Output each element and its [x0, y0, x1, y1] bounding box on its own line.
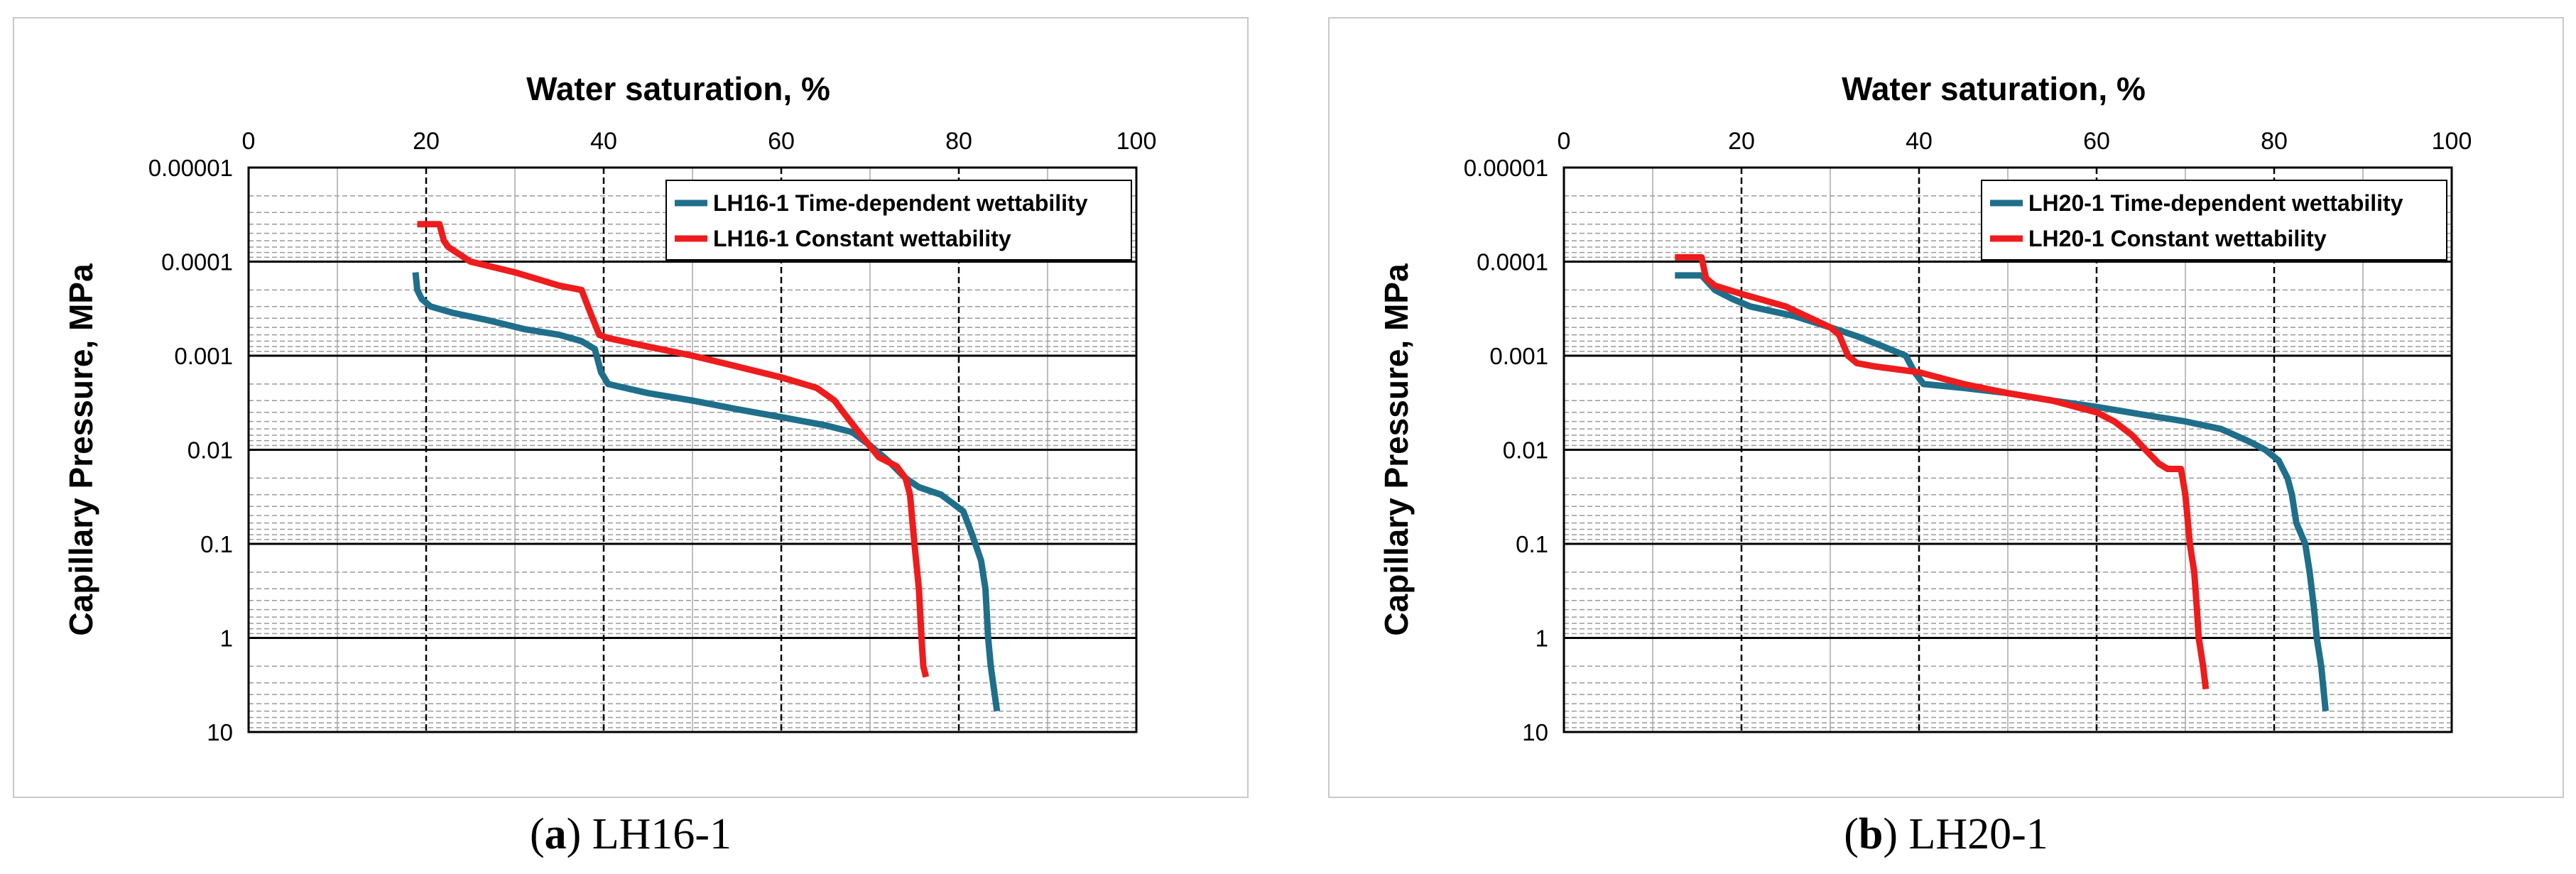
chart-a-x-tick-label: 0 [242, 128, 256, 155]
caption-b: (b) LH20-1 [1844, 810, 2048, 858]
caption-a: (a) LH16-1 [529, 810, 732, 858]
chart-a-x-tick-label: 80 [945, 128, 972, 155]
chart-b-legend-box [1981, 180, 2447, 261]
chart-a-y-axis-label: Capillary Pressure, MPa [63, 263, 99, 636]
chart-a-y-tick-label: 1 [220, 626, 233, 652]
chart-a-legend-label-1: LH16-1 Constant wettability [713, 226, 1011, 251]
chart-b-y-axis-label: Capillary Pressure, MPa [1378, 263, 1415, 636]
chart-a-x-tick-label: 20 [413, 128, 440, 155]
chart-b-x-tick-label: 60 [2083, 128, 2110, 155]
chart-a-y-tick-label: 0.1 [200, 531, 233, 557]
chart-b-y-tick-label: 0.001 [1489, 343, 1548, 369]
chart-a-x-tick-label: 40 [590, 128, 617, 155]
chart-a-y-tick-label: 0.001 [174, 343, 233, 369]
chart-a-x-tick-label: 100 [1116, 128, 1157, 155]
chart-b-series-line-0 [1675, 272, 2329, 712]
chart-a-y-tick-label: 10 [207, 719, 233, 745]
chart-b-x-tick-label: 0 [1558, 128, 1571, 155]
chart-a-legend-box [665, 180, 1132, 261]
chart-a-x-axis-label: Water saturation, % [526, 70, 830, 107]
chart-a-y-tick-label: 0.00001 [148, 155, 233, 181]
chart-b-series-line-1 [1675, 253, 2210, 690]
chart-b-y-tick-label: 1 [1536, 626, 1548, 652]
chart-a-y-tick-label: 0.0001 [161, 249, 233, 275]
chart-b-plot-frame [1563, 166, 2453, 733]
chart-b-legend-label-1: LH20-1 Constant wettability [2028, 226, 2327, 251]
chart-a-legend-label-0: LH16-1 Time-dependent wettability [713, 190, 1088, 216]
chart-a-series-line-1 [417, 221, 930, 678]
chart-b-x-axis-label: Water saturation, % [1842, 70, 2146, 107]
chart-a-series-line-0 [412, 272, 1001, 712]
chart-b-y-tick-label: 0.01 [1503, 437, 1548, 464]
chart-b-y-tick-label: 0.1 [1516, 531, 1548, 557]
chart-b-legend-label-0: LH20-1 Time-dependent wettability [2028, 190, 2403, 216]
chart-b-x-tick-label: 100 [2432, 128, 2472, 155]
caption-b-text: LH20-1 [1898, 810, 2048, 858]
chart-b-y-tick-label: 0.0001 [1477, 249, 1548, 275]
caption-b-letter: b [1858, 810, 1884, 858]
chart-a-x-tick-label: 60 [768, 128, 795, 155]
caption-a-letter: a [544, 810, 567, 858]
chart-b-x-tick-label: 40 [1906, 128, 1933, 155]
chart-b-svg: 0 20 40 60 80 100 Water saturation, % 0.00001 0.… [1378, 70, 2472, 745]
caption-a-text: LH16-1 [581, 810, 732, 858]
chart-a-y-tick-label: 0.01 [188, 437, 233, 464]
chart-b-y-tick-label: 10 [1522, 719, 1548, 745]
chart-a-svg: 0 20 40 60 80 100 Water saturation, % 0.00001 0.… [63, 70, 1157, 745]
chart-panel-b: 0 20 40 60 80 100 Water saturation, % 0.00001 0.… [1328, 17, 2564, 798]
chart-b-y-tick-label: 0.00001 [1464, 155, 1548, 181]
chart-b-x-tick-label: 80 [2261, 128, 2288, 155]
chart-panel-a: 0 20 40 60 80 100 Water saturation, % 0.00001 0.… [13, 17, 1249, 798]
chart-a-plot-frame [247, 166, 1138, 733]
chart-b-x-tick-label: 20 [1728, 128, 1755, 155]
